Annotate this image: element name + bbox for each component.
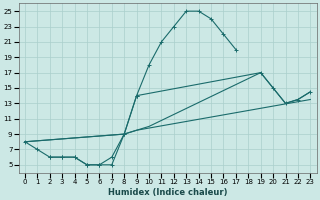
X-axis label: Humidex (Indice chaleur): Humidex (Indice chaleur) — [108, 188, 228, 197]
